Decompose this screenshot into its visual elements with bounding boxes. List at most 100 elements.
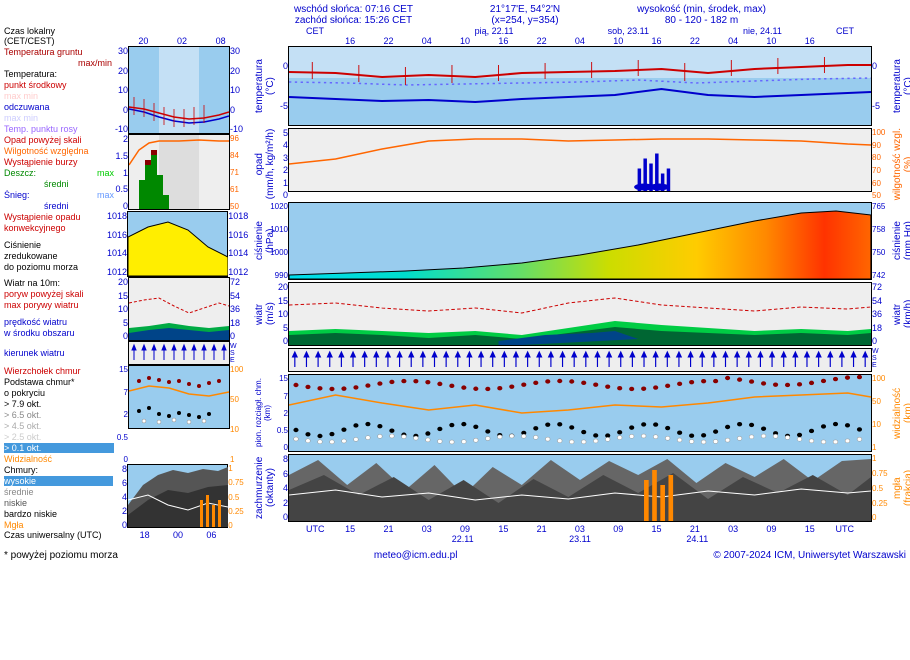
press-vlabel-left: ciśnienie(hPa) [254,202,268,280]
precip-vlabel-left: opad(mm/h, kg/m²/h) [254,128,268,200]
wse-label-mini: WSE [230,343,248,364]
utc-label: Czas uniwersalny (UTC) [4,530,128,540]
okt-raxis: 10.750.50.250 [872,454,892,522]
right-column: CET . pią, 22.11 sob, 23.11 nie, 24.11 C… [254,26,906,544]
cet-right: CET [829,26,854,36]
elev-value: 80 - 120 - 182 m [637,15,766,26]
pressure-label: Ciśnienie [4,240,103,250]
conv-precip-label: Wystąpienie opadu [4,212,103,222]
wind-speed-label: prędkość wiatru [4,317,114,327]
storm-label: Wystąpienie burzy [4,157,114,167]
elev-label: wysokość (min, środek, max) [637,4,766,15]
cloud-base-label: Podstawa chmur* [4,377,114,387]
mini-cloud-chart [128,365,230,429]
dates-bot: 22.11 23.11 24.11 [404,534,756,544]
rain-avg-label: średni [4,179,114,189]
footer-email: meteo@icm.edu.pl [374,550,458,561]
mini-wind-raxis: 72 54 36 18 0 [230,277,248,341]
mini-precip-raxis: 96 84 71 61 50 [230,134,248,211]
mini-press-raxis: 1018 1016 1014 1012 [228,211,250,277]
utc-left: UTC [306,524,331,534]
hours-bot: 15210309152103091521030915 [331,524,829,534]
rain-label: Deszcz: [4,168,97,178]
grid-coords: (x=254, y=354) [490,15,560,26]
mini-okt-chart [127,464,228,528]
mini-precip-chart [128,134,230,210]
footer: * powyżej poziomu morza meteo@icm.edu.pl… [4,544,906,561]
gust-over-label: poryw powyżej skali [4,289,114,299]
sunset: zachód słońca: 15:26 CET [294,15,413,26]
mini-press-laxis: 1018 1016 1014 1012 [103,211,127,277]
local-time-label: Czas lokalny [4,26,124,36]
coords: 21°17'E, 54°2'N [490,4,560,15]
felt-mm-label: max min [4,113,114,123]
snow-label: Śnieg: [4,190,97,200]
mini-hours-top: 20 02 08 [124,36,240,46]
press-chart [288,202,872,280]
mini-okt-laxis: 8 6 4 2 0 [113,464,127,530]
temp-vlabel-left: temperatura(°C) [254,46,268,126]
rel-hum-label: Wilgotność względna [4,146,114,156]
date-row: . pią, 22.11 sob, 23.11 nie, 24.11 [331,26,829,36]
temp-raxis: 0-5 [872,46,892,126]
okt65-label: > 6.5 okt. [4,410,114,420]
okt25-label: > 2.5 okt. [4,432,114,442]
mini-press-chart [127,211,228,277]
okt01-label: > 0.1 okt. [4,443,114,453]
conv-precip2-label: konwekcyjnego [4,223,103,233]
fog-vlabel-right: mgła(frakcja) [892,454,906,522]
mini-precip-laxis: 2 1.5 1 0.5 0 [114,134,128,211]
vlow-label: bardzo niskie [4,509,113,519]
mini-winddir-chart [128,341,230,365]
press-raxis: 765758750742 [872,202,892,280]
pressure2-label: zredukowane [4,251,103,261]
wind-speed2-label: w środku obszaru [4,328,114,338]
mini-wind-laxis: 20 15 10 5 0 [114,277,128,341]
cloud-vlabel-left: pion. rozciągł. chm.(km) [254,374,268,452]
wse-label: WSE [872,348,892,372]
wind-vlabel-left: wiatr(m/s) [254,282,268,346]
mini-temp-raxis: 30 20 10 0 -10 [230,46,248,134]
footer-copy: © 2007-2024 ICM, Uniwersytet Warszawski [713,550,906,561]
gust-max-label: max porywy wiatru [4,300,114,310]
snow-avg-label: średni [4,201,114,211]
felt-label: odczuwana [4,102,114,112]
midpoint-label: punkt środkowy [4,80,114,90]
high-label: wysokie [4,476,113,486]
precip-raxis: 1009080706050 [872,128,892,200]
winddir-chart [288,348,872,372]
hum-vlabel-right: wilgotność wzgl.(%) [892,128,906,200]
cloud-cover-label: o pokryciu [4,388,114,398]
mini-okt-raxis: 1 0.75 0.5 0.25 0 [228,464,250,530]
okt-vlabel-left: zachmurzenie(oktanty) [254,454,268,522]
ground-temp-label: Temperatura gruntu [4,47,114,57]
okt-chart [288,454,872,522]
precip-chart [288,128,872,192]
wind10-label: Wiatr na 10m: [4,278,114,288]
left-column: Czas lokalny (CET/CEST) 20 02 08 Tempera… [4,26,250,544]
mini-hours-bot: 18 00 06 [128,530,228,540]
cloud-chart [288,374,872,452]
mini-temp-chart [128,46,230,134]
dewpoint-label: Temp. punktu rosy [4,124,114,134]
hours-top: 16220410162204101622041016 [331,36,829,46]
mid-label: średnie [4,487,113,497]
precip-over-label: Opad powyżej skali [4,135,114,145]
low-label: niskie [4,498,113,508]
wind-dir-label: kierunek wiatru [4,348,65,358]
temp-vlabel-right: temperatura(°C) [892,46,906,126]
vis-vlabel-right: widzialność(km) [892,374,906,452]
mini-wind-chart [128,277,230,341]
cloud-raxis: 10050101 [872,374,892,452]
tz-label: (CET/CEST) [4,36,124,46]
visibility-label: Widzialność [4,454,114,464]
mini-cloud-laxis: 15 7 2 0.5 0 [114,365,128,464]
okt45-label: > 4.5 okt. [4,421,114,431]
press-vlabel-right: ciśnienie(mm Hg) [892,202,906,280]
mini-cloud-raxis: 100 50 10 1 [230,365,248,464]
maxmin-label: max/min [4,58,114,68]
wind-vlabel-right: wiatr(km/h) [892,282,906,346]
fog-label: Mgła [4,520,113,530]
utc-right: UTC [829,524,854,534]
pressure3-label: do poziomu morza [4,262,103,272]
